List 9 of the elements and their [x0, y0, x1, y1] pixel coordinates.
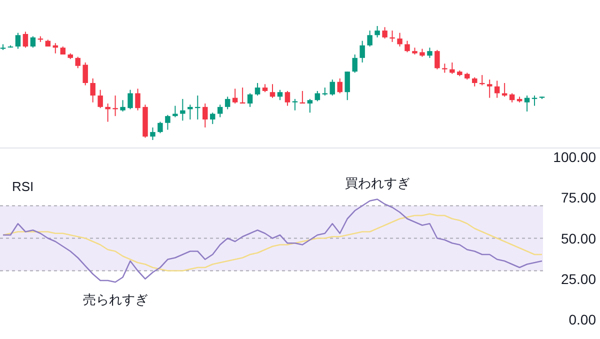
y-tick-label: 100.00 — [553, 149, 596, 165]
y-tick-label: 75.00 — [560, 190, 596, 206]
line-series — [2, 198, 543, 283]
text: RSI — [12, 179, 34, 194]
y-tick-label: 25.00 — [560, 270, 596, 287]
y-tick-label: 0.00 — [568, 312, 596, 328]
annotation: 買われすぎ — [344, 175, 410, 190]
y-tick-label: 50.00 — [560, 230, 596, 246]
annotation: 売られすぎ — [82, 292, 148, 308]
